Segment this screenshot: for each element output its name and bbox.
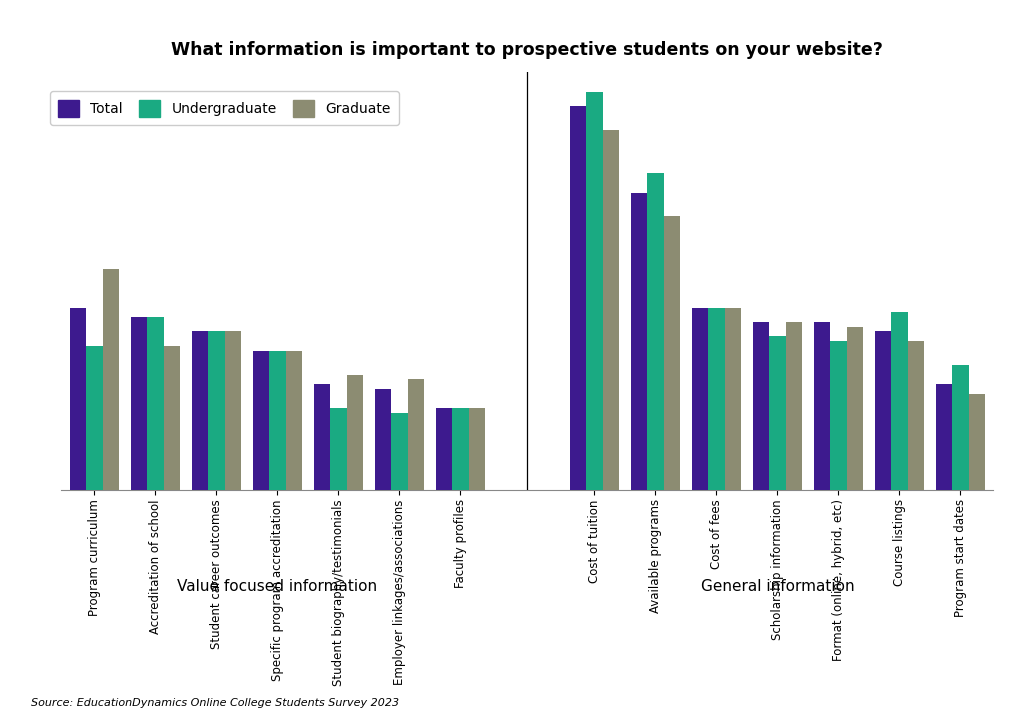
Bar [830,341,847,490]
Bar [814,322,830,490]
Bar [70,307,86,490]
Bar [692,307,709,490]
Bar [769,336,785,490]
Bar [847,327,863,490]
Bar [907,341,924,490]
Bar [391,413,408,490]
Bar [936,384,952,490]
Bar [313,384,330,490]
Bar [891,312,907,490]
Bar [874,331,891,490]
Bar [952,365,969,490]
Bar [253,351,269,490]
Bar [286,351,302,490]
Bar [208,331,224,490]
Bar [709,307,725,490]
Bar [375,389,391,490]
Bar [603,130,620,490]
Bar [725,307,741,490]
Bar [131,317,147,490]
Bar [147,317,164,490]
Bar [753,322,769,490]
Bar [164,346,180,490]
Bar [586,92,603,490]
Legend: Total, Undergraduate, Graduate: Total, Undergraduate, Graduate [50,91,398,125]
Bar [86,346,102,490]
Bar [569,107,586,490]
Bar [647,174,664,490]
Bar [330,408,346,490]
Bar [346,374,362,490]
Bar [969,394,985,490]
Bar [435,408,452,490]
Bar [664,217,680,490]
Bar [191,331,208,490]
Text: General information: General information [700,580,854,594]
Bar [785,322,802,490]
Bar [269,351,286,490]
Bar [631,192,647,490]
Bar [102,269,119,490]
Text: Source: EducationDynamics Online College Students Survey 2023: Source: EducationDynamics Online College… [31,698,398,708]
Bar [452,408,469,490]
Title: What information is important to prospective students on your website?: What information is important to prospec… [171,41,884,59]
Bar [408,379,424,490]
Bar [224,331,241,490]
Text: Value focused information: Value focused information [177,580,378,594]
Bar [469,408,485,490]
